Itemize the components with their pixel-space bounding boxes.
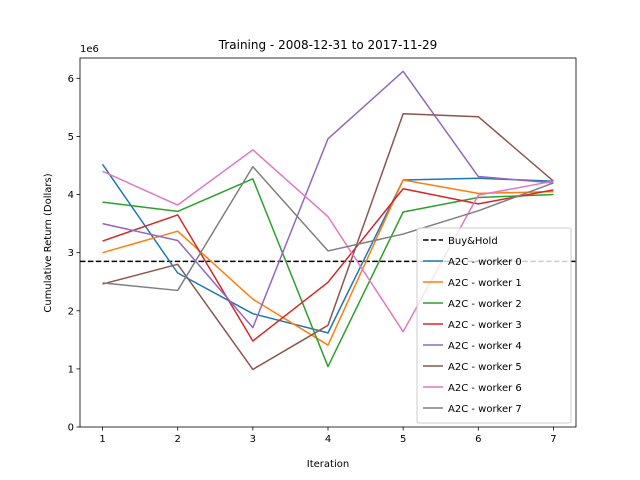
series-line-worker-0 (101, 163, 554, 334)
legend-entry: A2C - worker 7 (448, 404, 522, 415)
x-tick-label: 5 (400, 434, 406, 445)
series-line-worker-5 (102, 113, 554, 371)
series-line-worker-2 (102, 178, 554, 368)
y-tick-label: 0 (68, 423, 74, 434)
legend-entry: Buy&Hold (448, 236, 498, 247)
legend-entry: A2C - worker 2 (448, 299, 522, 310)
x-axis-label: Iteration (307, 459, 349, 470)
series-line-worker-7 (102, 165, 554, 292)
legend-entry: A2C - worker 1 (448, 278, 522, 289)
x-tick-label: 2 (175, 434, 181, 445)
y-tick-label: 2 (68, 306, 74, 317)
x-tick-label: 3 (250, 434, 256, 445)
legend-entry: A2C - worker 3 (448, 320, 522, 331)
y-tick-label: 3 (68, 248, 74, 259)
legend-box (416, 227, 572, 424)
series-line-worker-3 (102, 188, 554, 342)
x-tick-label: 6 (475, 434, 481, 445)
legend-entry: A2C - worker 5 (448, 362, 522, 373)
series-line-worker-4 (102, 70, 554, 329)
y-axis-multiplier: 1e6 (80, 44, 99, 55)
legend-entry: A2C - worker 0 (448, 257, 522, 268)
chart-title: Training - 2008-12-31 to 2017-11-29 (218, 38, 437, 52)
y-axis-label: Cumulative Return (Dollars) (43, 173, 54, 312)
legend: Buy&Hold A2C - worker 0 A2C - worker 1 A2C … (416, 227, 572, 424)
legend-entry: A2C - worker 6 (448, 383, 522, 394)
x-tick-label: 1 (99, 434, 105, 445)
y-tick-label: 1 (68, 364, 74, 375)
series-line-worker-6 (102, 149, 554, 333)
x-tick-label: 7 (550, 434, 556, 445)
legend-entry: A2C - worker 4 (448, 341, 522, 352)
x-tick-label: 4 (325, 434, 331, 445)
plot-area: 1 2 3 4 5 6 7 0 1 2 3 4 5 6 (68, 57, 577, 445)
y-tick-label: 5 (68, 132, 74, 143)
y-tick-label: 6 (68, 74, 74, 85)
series-line-worker-1 (102, 179, 554, 346)
y-tick-label: 4 (68, 190, 74, 201)
